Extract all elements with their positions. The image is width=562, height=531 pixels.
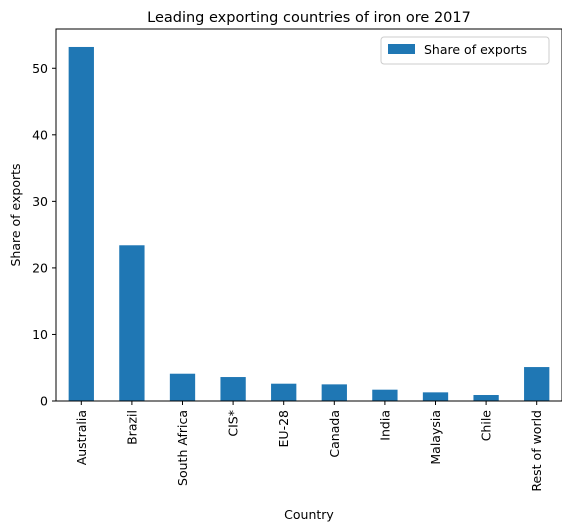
legend-label: Share of exports <box>424 42 527 57</box>
bar-rest-of-world <box>524 367 550 401</box>
bar-cis <box>220 377 246 401</box>
legend-swatch <box>388 44 415 54</box>
bar-eu-28 <box>271 383 297 401</box>
y-tick-label: 20 <box>32 260 48 275</box>
x-tick-label: Chile <box>479 410 494 442</box>
bar-canada <box>321 384 347 401</box>
chart-title: Leading exporting countries of iron ore … <box>147 10 471 26</box>
x-tick-label: Rest of world <box>529 410 544 492</box>
bar-brazil <box>119 245 145 401</box>
x-tick-label: EU-28 <box>276 410 291 448</box>
plot-frame <box>55 28 562 402</box>
y-axis-label: Share of exports <box>8 163 23 266</box>
y-tick-label: 40 <box>32 127 48 142</box>
bars-group <box>68 46 550 401</box>
x-tick-label: Australia <box>74 410 89 465</box>
y-tick-label: 10 <box>32 327 48 342</box>
y-tick-label: 30 <box>32 194 48 209</box>
bar-south-africa <box>169 373 196 401</box>
x-tick-label: Canada <box>327 410 342 458</box>
x-tick-label: CIS* <box>226 410 241 437</box>
x-tick-label: South Africa <box>175 410 190 486</box>
legend: Share of exports <box>380 36 550 65</box>
x-axis: Australia Brazil South Africa CIS* EU-28 Cana… <box>74 401 544 492</box>
bar-australia <box>68 46 94 401</box>
x-axis-label: Country <box>284 507 334 522</box>
bar-chile <box>473 395 499 401</box>
legend-box <box>380 36 550 65</box>
bar-malaysia <box>422 392 449 401</box>
bar-india <box>372 389 398 401</box>
x-tick-label: India <box>377 410 392 441</box>
y-axis: 0 10 20 30 40 50 <box>32 61 56 409</box>
y-tick-label: 50 <box>32 61 48 76</box>
x-tick-label: Malaysia <box>428 410 443 465</box>
y-tick-label: 0 <box>40 394 48 409</box>
x-tick-label: Brazil <box>124 410 139 445</box>
